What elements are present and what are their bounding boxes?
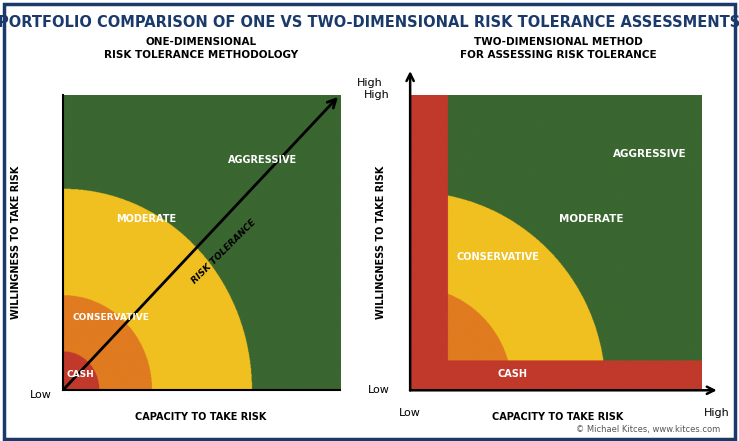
Text: High: High [357,78,382,88]
Text: WILLINGNESS TO TAKE RISK: WILLINGNESS TO TAKE RISK [11,166,21,319]
Text: CAPACITY TO TAKE RISK: CAPACITY TO TAKE RISK [135,412,267,422]
Text: Low: Low [368,385,389,395]
Text: WILLINGNESS TO TAKE RISK: WILLINGNESS TO TAKE RISK [375,166,386,319]
Text: CASH: CASH [497,369,528,379]
Text: PORTFOLIO COMPARISON OF ONE VS TWO-DIMENSIONAL RISK TOLERANCE ASSESSMENTS: PORTFOLIO COMPARISON OF ONE VS TWO-DIMEN… [0,15,739,30]
Text: AGGRESSIVE: AGGRESSIVE [613,149,687,159]
Text: Low: Low [30,390,52,400]
Text: CASH: CASH [67,370,95,378]
Text: MODERATE: MODERATE [116,214,176,224]
Text: ONE-DIMENSIONAL
RISK TOLERANCE METHODOLOGY: ONE-DIMENSIONAL RISK TOLERANCE METHODOLO… [104,37,298,60]
Text: Low: Low [399,408,421,418]
Text: High: High [364,90,389,100]
Text: High: High [704,408,729,418]
Text: © Michael Kitces, www.kitces.com: © Michael Kitces, www.kitces.com [576,426,721,434]
Text: AGGRESSIVE: AGGRESSIVE [228,155,297,165]
Text: RISK TOLERANCE: RISK TOLERANCE [190,217,257,285]
Text: CAPACITY TO TAKE RISK: CAPACITY TO TAKE RISK [492,412,624,422]
Text: CONSERVATIVE: CONSERVATIVE [73,314,150,322]
Text: TWO-DIMENSIONAL METHOD
FOR ASSESSING RISK TOLERANCE: TWO-DIMENSIONAL METHOD FOR ASSESSING RIS… [460,37,656,60]
Text: MODERATE: MODERATE [559,214,624,224]
Text: CONSERVATIVE: CONSERVATIVE [456,252,539,262]
